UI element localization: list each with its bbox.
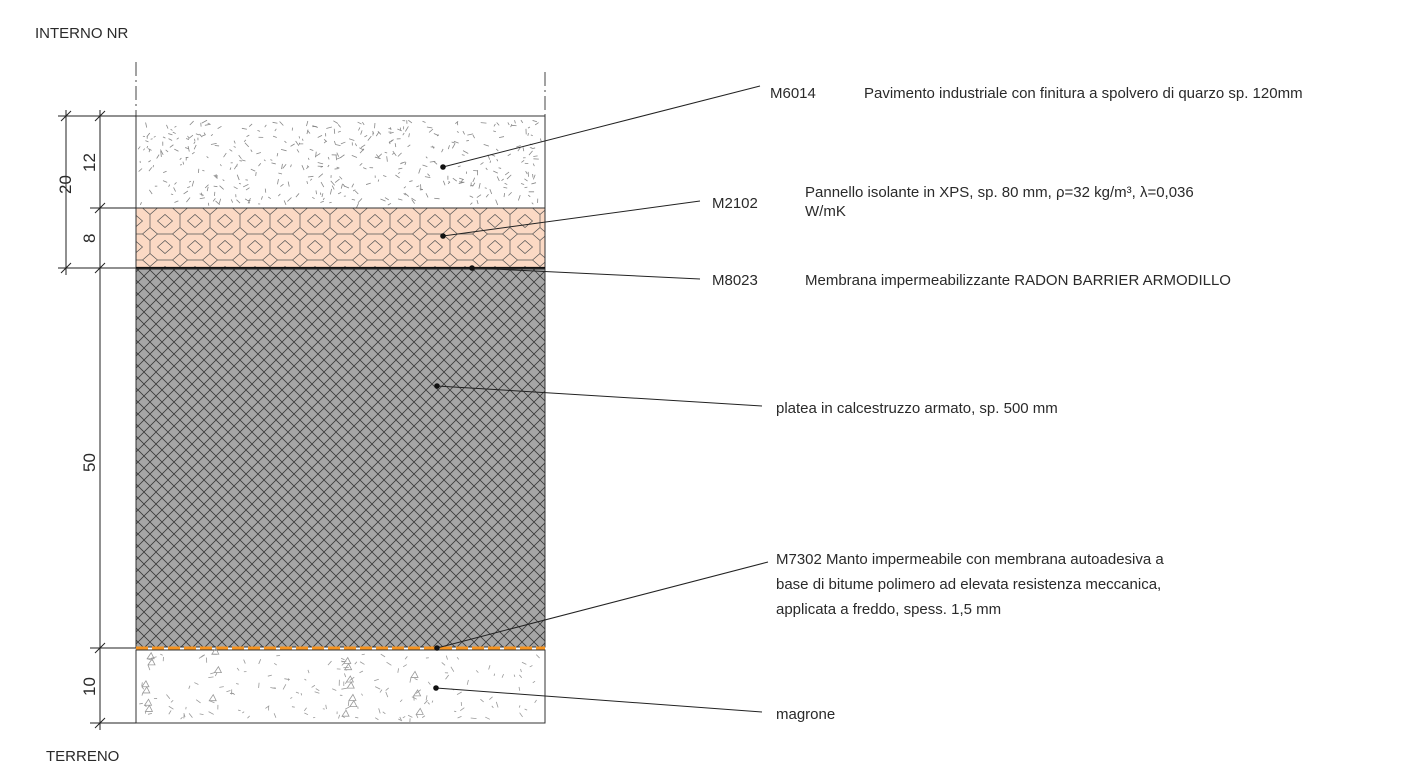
dim-50: 50 [80,453,99,472]
dim-10: 10 [80,677,99,696]
text-m7302-line3: applicata a freddo, spess. 1,5 mm [776,601,1001,618]
layer-concrete-raft [135,268,546,648]
dim-12: 12 [80,153,99,172]
bottom-label: TERRENO [46,748,119,764]
top-label: INTERNO NR [35,25,129,42]
code-m8023: M8023 [712,272,758,289]
layer-floor [135,115,546,209]
text-m2102-line1: Pannello isolante in XPS, sp. 80 mm, ρ=3… [805,184,1194,201]
text-m6014: Pavimento industriale con finitura a spo… [864,85,1303,102]
text-platea: platea in calcestruzzo armato, sp. 500 m… [776,400,1058,417]
text-m2102-line2: W/mK [805,203,846,220]
text-m7302-line1: M7302 Manto impermeabile con membrana au… [776,551,1164,568]
code-m2102: M2102 [712,195,758,212]
text-m8023: Membrana impermeabilizzante RADON BARRIE… [805,272,1231,289]
code-m6014: M6014 [770,85,816,102]
leader-lines [433,85,769,713]
dim-8: 8 [80,234,99,243]
text-magrone: magrone [776,706,835,723]
layer-magrone [135,647,546,724]
text-m7302-line2: base di bitume polimero ad elevata resis… [776,576,1161,593]
dim-20: 20 [56,175,75,194]
layer-insulation [135,207,546,269]
dimension-lines [58,110,136,730]
